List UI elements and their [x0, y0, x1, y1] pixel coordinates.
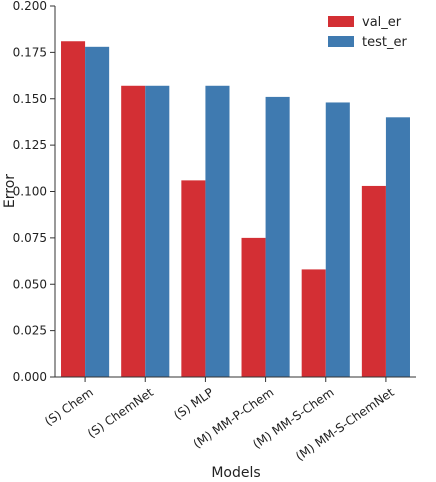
- legend-swatch-test-er: [328, 36, 354, 47]
- x-tick-label: (S) ChemNet: [85, 385, 156, 441]
- bar-val-er-6: [361, 185, 386, 377]
- x-axis-ticks: (S) Chem(S) ChemNet (S) MLP(M) MM-P-Chem(…: [42, 377, 397, 464]
- bar-test-er-2: [145, 85, 170, 378]
- y-tick-label: 0.150: [13, 92, 47, 106]
- y-axis-title: Error: [2, 174, 18, 208]
- bar-test-er-5: [325, 102, 350, 378]
- bar-val-er-1: [61, 41, 86, 377]
- legend-label-val-er: val_er: [362, 15, 402, 30]
- y-tick-label: 0.125: [13, 138, 47, 152]
- x-tick-label: (M) MM-S-ChemNet: [293, 385, 397, 464]
- x-tick-label: (S) MLP: [171, 385, 216, 422]
- legend-label-test-er: test_er: [362, 35, 407, 50]
- legend-swatch-val-er: [328, 16, 354, 27]
- y-tick-label: 0.025: [13, 324, 47, 338]
- y-tick-label: 0.075: [13, 231, 47, 245]
- x-axis-title: Models: [211, 465, 260, 481]
- y-tick-label: 0.175: [13, 45, 47, 59]
- bar-test-er-6: [385, 117, 410, 378]
- bar-val-er-2: [121, 85, 146, 378]
- y-tick-label: 0.000: [13, 370, 47, 384]
- y-axis-ticks: 0.000 0.025 0.050 0.075 0.100 0.125 0.150 0.175…: [13, 0, 55, 384]
- y-tick-label: 0.200: [13, 0, 47, 13]
- bar-val-er-5: [301, 269, 326, 377]
- bar-test-er-4: [265, 96, 290, 378]
- legend: val_er test_er: [328, 15, 407, 50]
- bar-val-er-3: [181, 180, 206, 377]
- x-tick-label: (S) Chem: [42, 385, 96, 429]
- y-tick-label: 0.050: [13, 277, 47, 291]
- bar-test-er-1: [85, 46, 110, 378]
- bars-group: [61, 41, 410, 378]
- y-tick-label: 0.100: [13, 185, 47, 199]
- bar-test-er-3: [205, 85, 230, 378]
- bar-val-er-4: [241, 237, 266, 377]
